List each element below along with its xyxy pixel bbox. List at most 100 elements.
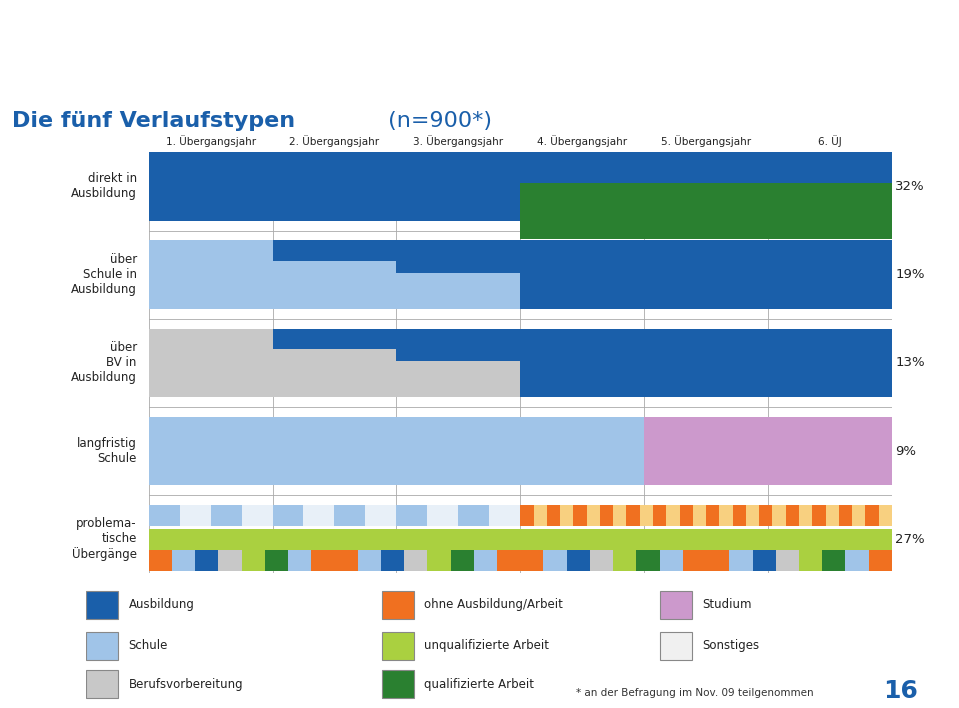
Bar bbox=[653, 505, 667, 527]
Text: problema-
tische
Übergänge: problema- tische Übergänge bbox=[72, 518, 137, 561]
Bar bbox=[644, 417, 892, 485]
Bar bbox=[219, 550, 242, 571]
Bar bbox=[521, 183, 892, 221]
Bar bbox=[799, 550, 822, 571]
Bar bbox=[179, 505, 211, 527]
Bar bbox=[733, 505, 746, 527]
Bar bbox=[312, 550, 335, 571]
Bar bbox=[812, 505, 826, 527]
Bar bbox=[852, 505, 865, 527]
Bar bbox=[382, 590, 413, 619]
Text: Studium: Studium bbox=[702, 598, 752, 612]
Bar bbox=[195, 550, 219, 571]
Bar bbox=[521, 202, 892, 239]
Bar bbox=[869, 550, 892, 571]
Bar bbox=[573, 505, 587, 527]
Text: Berufsvorbereitung: Berufsvorbereitung bbox=[129, 678, 244, 691]
Bar bbox=[567, 550, 590, 571]
Bar bbox=[149, 241, 892, 309]
Bar bbox=[547, 505, 560, 527]
Bar bbox=[358, 550, 381, 571]
Text: qualifizierte Arbeit: qualifizierte Arbeit bbox=[424, 678, 534, 691]
Bar bbox=[660, 550, 683, 571]
Text: Ergebnisse: Ergebnisse bbox=[15, 40, 171, 64]
Bar bbox=[846, 550, 869, 571]
Bar bbox=[692, 505, 706, 527]
Bar bbox=[560, 505, 573, 527]
Bar bbox=[242, 505, 272, 527]
Text: langfristig
Schule: langfristig Schule bbox=[77, 437, 137, 465]
Bar bbox=[706, 505, 719, 527]
Bar bbox=[149, 417, 892, 485]
Text: * an der Befragung im Nov. 09 teilgenommen: * an der Befragung im Nov. 09 teilgenomm… bbox=[575, 688, 813, 698]
Text: 4. Übergangsjahr: 4. Übergangsjahr bbox=[537, 135, 627, 147]
Bar bbox=[637, 550, 660, 571]
Bar bbox=[826, 505, 839, 527]
Bar bbox=[86, 590, 118, 619]
Bar bbox=[667, 505, 680, 527]
Bar bbox=[272, 261, 396, 309]
Bar bbox=[772, 505, 785, 527]
Bar bbox=[149, 529, 521, 550]
Text: Ausbildung: Ausbildung bbox=[129, 598, 195, 612]
Text: 2. Übergangsjahr: 2. Übergangsjahr bbox=[290, 135, 380, 147]
Bar bbox=[396, 273, 521, 309]
Bar bbox=[785, 505, 799, 527]
Bar bbox=[365, 505, 396, 527]
Bar bbox=[86, 670, 118, 698]
Bar bbox=[521, 505, 533, 527]
Bar bbox=[428, 550, 451, 571]
Bar bbox=[381, 550, 404, 571]
Bar bbox=[149, 505, 179, 527]
Bar bbox=[396, 362, 521, 397]
Text: Sonstiges: Sonstiges bbox=[702, 639, 760, 652]
Bar bbox=[382, 632, 413, 660]
Text: 6. ÜJ: 6. ÜJ bbox=[818, 135, 842, 147]
Text: über
BV in
Ausbildung: über BV in Ausbildung bbox=[71, 341, 137, 384]
Bar bbox=[451, 550, 474, 571]
Bar bbox=[489, 505, 521, 527]
Text: über
Schule in
Ausbildung: über Schule in Ausbildung bbox=[71, 253, 137, 296]
Bar bbox=[335, 505, 365, 527]
Text: 9%: 9% bbox=[896, 445, 916, 457]
Text: (n=900*): (n=900*) bbox=[381, 110, 492, 131]
Text: 16: 16 bbox=[882, 680, 918, 704]
Bar bbox=[706, 550, 729, 571]
Bar bbox=[746, 505, 760, 527]
Bar bbox=[776, 550, 799, 571]
Text: 32%: 32% bbox=[896, 180, 924, 193]
Bar bbox=[544, 550, 567, 571]
Text: 13%: 13% bbox=[896, 356, 924, 370]
Bar bbox=[458, 505, 489, 527]
Bar bbox=[660, 590, 692, 619]
Bar bbox=[719, 505, 733, 527]
Bar bbox=[497, 550, 520, 571]
Bar bbox=[878, 505, 892, 527]
Bar bbox=[680, 505, 692, 527]
Bar bbox=[211, 505, 242, 527]
Bar bbox=[149, 329, 272, 397]
Bar bbox=[799, 505, 812, 527]
Bar bbox=[272, 349, 396, 397]
Bar bbox=[587, 505, 600, 527]
Text: unqualifizierte Arbeit: unqualifizierte Arbeit bbox=[424, 639, 549, 652]
Bar bbox=[149, 241, 272, 309]
Text: 19%: 19% bbox=[896, 268, 924, 281]
Bar bbox=[753, 550, 776, 571]
Bar bbox=[521, 550, 544, 571]
Bar bbox=[149, 152, 892, 221]
Bar bbox=[149, 329, 892, 397]
Bar bbox=[839, 505, 852, 527]
Text: direkt in
Ausbildung: direkt in Ausbildung bbox=[71, 173, 137, 200]
Bar bbox=[822, 550, 846, 571]
Text: 1. Übergangsjahr: 1. Übergangsjahr bbox=[166, 135, 256, 147]
Bar bbox=[683, 550, 706, 571]
Bar bbox=[272, 505, 303, 527]
Text: 27%: 27% bbox=[896, 533, 924, 546]
Bar bbox=[86, 632, 118, 660]
Text: ohne Ausbildung/Arbeit: ohne Ausbildung/Arbeit bbox=[424, 598, 563, 612]
Bar bbox=[865, 505, 878, 527]
Bar bbox=[242, 550, 265, 571]
Bar bbox=[265, 550, 288, 571]
Bar bbox=[474, 550, 497, 571]
